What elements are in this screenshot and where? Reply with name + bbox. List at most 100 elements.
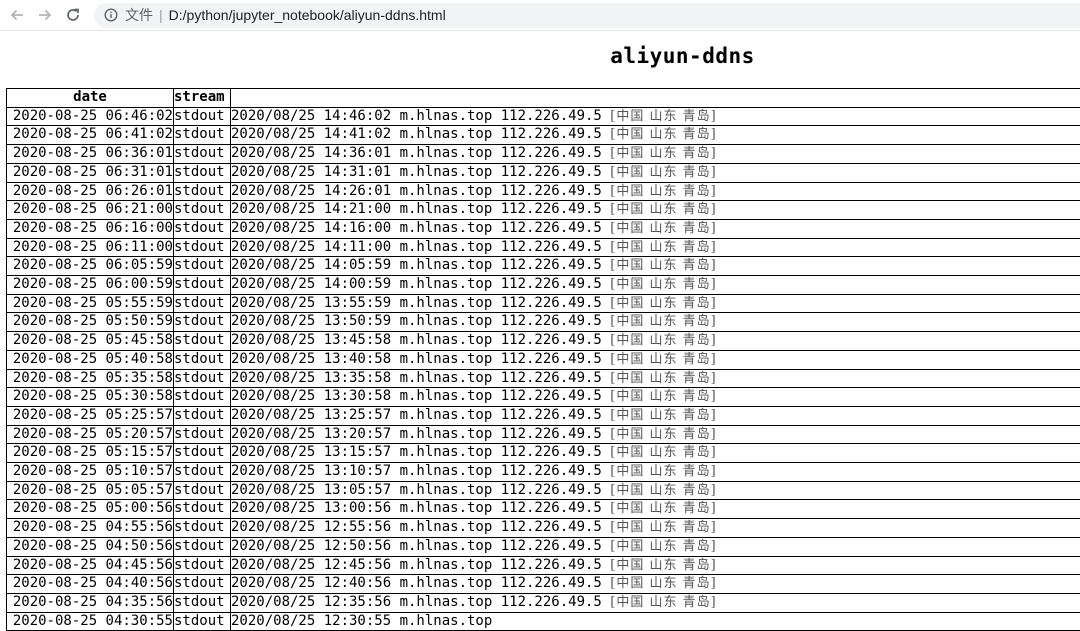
back-button[interactable] [6, 4, 28, 26]
message-text: 2020/08/25 13:20:57 m.hlnas.top 112.226.… [231, 426, 610, 442]
url-text: D:/python/jupyter_notebook/aliyun-ddns.h… [169, 7, 446, 23]
cell-message: 2020/08/25 12:40:56 m.hlnas.top 112.226.… [231, 575, 1080, 594]
cell-message: 2020/08/25 14:36:01 m.hlnas.top 112.226.… [231, 145, 1080, 164]
cell-date: 2020-08-25 05:00:56 [7, 500, 174, 519]
location-text: [中国 山东 青岛] [610, 371, 716, 386]
cell-date: 2020-08-25 05:50:59 [7, 313, 174, 332]
location-text: [中国 山东 青岛] [610, 352, 716, 367]
cell-date: 2020-08-25 04:30:55 [7, 612, 174, 631]
cell-stream: stdout [174, 350, 231, 369]
cell-date: 2020-08-25 06:00:59 [7, 276, 174, 295]
cell-message: 2020/08/25 13:10:57 m.hlnas.top 112.226.… [231, 463, 1080, 482]
browser-toolbar: 文件 | D:/python/jupyter_notebook/aliyun-d… [0, 0, 1080, 31]
cell-message: 2020/08/25 13:50:59 m.hlnas.top 112.226.… [231, 313, 1080, 332]
location-text: [中国 山东 青岛] [610, 445, 716, 460]
location-text: [中国 山东 青岛] [610, 520, 716, 535]
cell-date: 2020-08-25 05:05:57 [7, 481, 174, 500]
forward-button[interactable] [34, 4, 56, 26]
cell-message: 2020/08/25 13:00:56 m.hlnas.top 112.226.… [231, 500, 1080, 519]
cell-message: 2020/08/25 12:55:56 m.hlnas.top 112.226.… [231, 519, 1080, 538]
table-header-row: date stream [7, 89, 1080, 108]
location-text: [中国 山东 青岛] [610, 296, 716, 311]
location-text: [中国 山东 青岛] [610, 501, 716, 516]
cell-stream: stdout [174, 107, 231, 126]
location-text: [中国 山东 青岛] [610, 314, 716, 329]
info-icon [104, 8, 118, 22]
header-message [231, 89, 1080, 108]
location-text: [中国 山东 青岛] [610, 184, 716, 199]
message-text: 2020/08/25 13:15:57 m.hlnas.top 112.226.… [231, 444, 610, 460]
message-text: 2020/08/25 14:05:59 m.hlnas.top 112.226.… [231, 257, 610, 273]
cell-date: 2020-08-25 04:45:56 [7, 556, 174, 575]
cell-stream: stdout [174, 406, 231, 425]
header-stream: stream [174, 89, 231, 108]
cell-date: 2020-08-25 05:10:57 [7, 463, 174, 482]
cell-date: 2020-08-25 04:55:56 [7, 519, 174, 538]
cell-stream: stdout [174, 219, 231, 238]
cell-message: 2020/08/25 13:35:58 m.hlnas.top 112.226.… [231, 369, 1080, 388]
location-text: [中国 山东 青岛] [610, 109, 716, 124]
message-text: 2020/08/25 14:21:00 m.hlnas.top 112.226.… [231, 201, 610, 217]
cell-stream: stdout [174, 238, 231, 257]
cell-message: 2020/08/25 13:20:57 m.hlnas.top 112.226.… [231, 425, 1080, 444]
cell-message: 2020/08/25 14:11:00 m.hlnas.top 112.226.… [231, 238, 1080, 257]
address-bar[interactable]: 文件 | D:/python/jupyter_notebook/aliyun-d… [94, 3, 1080, 28]
cell-date: 2020-08-25 05:15:57 [7, 444, 174, 463]
message-text: 2020/08/25 14:26:01 m.hlnas.top 112.226.… [231, 183, 610, 199]
message-text: 2020/08/25 13:55:59 m.hlnas.top 112.226.… [231, 295, 610, 311]
message-text: 2020/08/25 14:00:59 m.hlnas.top 112.226.… [231, 276, 610, 292]
message-text: 2020/08/25 13:00:56 m.hlnas.top 112.226.… [231, 500, 610, 516]
location-text: [中国 山东 青岛] [610, 333, 716, 348]
url-separator: | [159, 7, 163, 23]
cell-date: 2020-08-25 06:21:00 [7, 201, 174, 220]
cell-message: 2020/08/25 13:15:57 m.hlnas.top 112.226.… [231, 444, 1080, 463]
cell-date: 2020-08-25 04:35:56 [7, 593, 174, 612]
location-text: [中国 山东 青岛] [610, 558, 716, 573]
arrow-left-icon [9, 7, 25, 23]
cell-message: 2020/08/25 12:50:56 m.hlnas.top 112.226.… [231, 537, 1080, 556]
cell-date: 2020-08-25 06:16:00 [7, 219, 174, 238]
location-text: [中国 山东 青岛] [610, 595, 716, 610]
cell-message: 2020/08/25 14:16:00 m.hlnas.top 112.226.… [231, 219, 1080, 238]
message-text: 2020/08/25 13:35:58 m.hlnas.top 112.226.… [231, 370, 610, 386]
message-text: 2020/08/25 14:46:02 m.hlnas.top 112.226.… [231, 108, 610, 124]
cell-date: 2020-08-25 05:20:57 [7, 425, 174, 444]
message-text: 2020/08/25 12:50:56 m.hlnas.top 112.226.… [231, 538, 610, 554]
cell-stream: stdout [174, 593, 231, 612]
message-text: 2020/08/25 13:40:58 m.hlnas.top 112.226.… [231, 351, 610, 367]
message-text: 2020/08/25 13:50:59 m.hlnas.top 112.226.… [231, 313, 610, 329]
cell-stream: stdout [174, 276, 231, 295]
cell-date: 2020-08-25 05:45:58 [7, 332, 174, 351]
cell-date: 2020-08-25 06:26:01 [7, 182, 174, 201]
location-text: [中国 山东 青岛] [610, 427, 716, 442]
cell-message: 2020/08/25 13:25:57 m.hlnas.top 112.226.… [231, 406, 1080, 425]
cell-date: 2020-08-25 05:40:58 [7, 350, 174, 369]
cell-message: 2020/08/25 14:41:02 m.hlnas.top 112.226.… [231, 126, 1080, 145]
message-text: 2020/08/25 13:45:58 m.hlnas.top 112.226.… [231, 332, 610, 348]
cell-date: 2020-08-25 05:55:59 [7, 294, 174, 313]
cell-message: 2020/08/25 14:46:02 m.hlnas.top 112.226.… [231, 107, 1080, 126]
cell-date: 2020-08-25 06:46:02 [7, 107, 174, 126]
cell-message: 2020/08/25 14:31:01 m.hlnas.top 112.226.… [231, 163, 1080, 182]
reload-button[interactable] [62, 4, 84, 26]
cell-date: 2020-08-25 05:35:58 [7, 369, 174, 388]
cell-date: 2020-08-25 06:11:00 [7, 238, 174, 257]
message-text: 2020/08/25 14:41:02 m.hlnas.top 112.226.… [231, 126, 610, 142]
